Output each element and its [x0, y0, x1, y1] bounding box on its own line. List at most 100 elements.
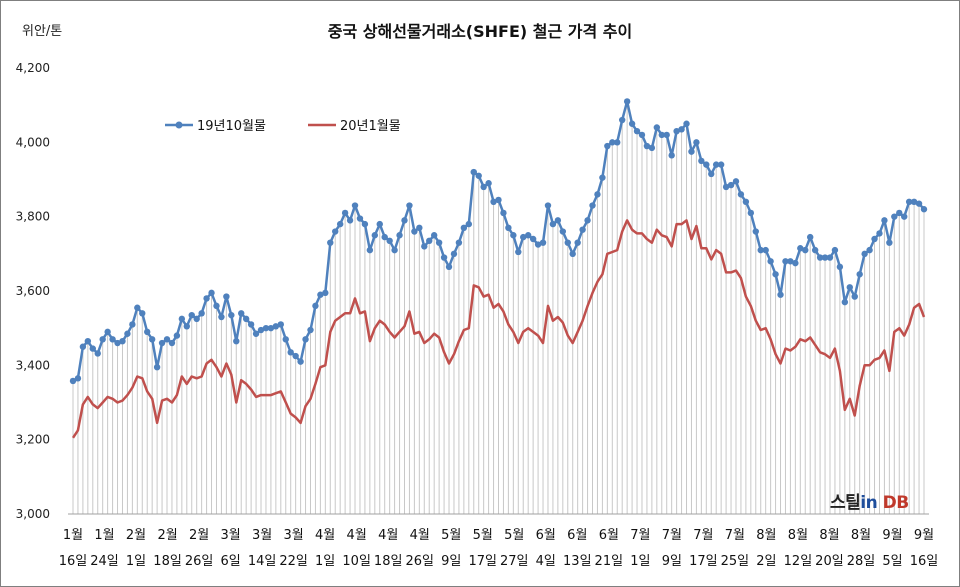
data-point — [544, 202, 552, 209]
data-point — [233, 337, 240, 345]
data-point — [426, 237, 433, 245]
data-point — [158, 339, 166, 347]
data-point — [277, 321, 285, 328]
data-point — [856, 271, 863, 278]
x-tick-day: 17일 — [689, 554, 718, 569]
data-point — [782, 258, 789, 265]
data-point — [500, 209, 507, 217]
y-tick-label: 3,600 — [16, 284, 50, 298]
x-tick-day: 18일 — [374, 554, 403, 569]
logo-part-1: 스틸 — [830, 493, 861, 513]
data-point — [317, 291, 324, 298]
x-tick-month: 7월 — [693, 528, 713, 543]
legend-label-2: 20년1월물 — [340, 119, 401, 134]
data-point — [223, 293, 230, 300]
data-point — [381, 233, 388, 241]
y-tick-label: 4,200 — [16, 61, 50, 75]
x-tick-month: 6월 — [536, 528, 556, 543]
data-point — [94, 350, 101, 357]
data-point — [114, 339, 121, 347]
data-point — [430, 232, 438, 239]
data-point — [747, 209, 755, 217]
data-point — [772, 271, 779, 278]
x-tick-day: 18일 — [153, 554, 182, 569]
x-tick-month: 6월 — [567, 528, 587, 543]
data-point — [84, 337, 92, 345]
data-point — [861, 250, 868, 258]
data-point — [376, 220, 383, 228]
data-point — [480, 183, 487, 191]
data-point — [871, 235, 878, 243]
data-point — [693, 139, 700, 146]
x-tick-day: 4일 — [536, 554, 556, 569]
data-point — [307, 326, 314, 334]
data-point — [406, 202, 413, 209]
data-point — [396, 232, 403, 239]
data-point — [604, 142, 611, 150]
logo-part-3: DB — [877, 493, 910, 513]
data-point — [673, 127, 680, 135]
data-point — [663, 131, 670, 139]
data-point — [777, 291, 784, 298]
chart-title: 중국 상해선물거래소(SHFE) 철근 가격 추이 — [327, 22, 633, 41]
data-point — [242, 315, 250, 323]
data-point — [267, 324, 275, 332]
data-point — [708, 170, 715, 178]
data-point — [638, 131, 646, 139]
data-point — [896, 209, 903, 217]
data-point — [490, 198, 497, 205]
data-point — [614, 139, 621, 146]
series-line-2 — [71, 219, 926, 439]
data-point — [361, 220, 369, 228]
x-tick-month: 6월 — [599, 528, 619, 543]
x-tick-day: 9일 — [441, 554, 461, 569]
data-point — [549, 220, 557, 228]
data-point — [109, 336, 116, 343]
data-point — [445, 263, 453, 271]
x-tick-day: 10일 — [342, 554, 371, 569]
data-point — [891, 213, 898, 220]
x-tick-month: 2월 — [126, 528, 146, 543]
legend-label-1: 19년10월물 — [197, 119, 266, 134]
data-point — [797, 245, 804, 252]
data-point — [366, 246, 374, 254]
x-tick-month: 5월 — [504, 528, 524, 543]
data-point — [658, 131, 665, 139]
data-point — [515, 248, 522, 256]
data-point — [732, 178, 740, 185]
data-point — [762, 246, 769, 254]
data-point — [302, 336, 309, 343]
data-point — [292, 352, 299, 360]
data-point — [485, 180, 492, 187]
data-point — [807, 233, 814, 241]
data-point — [564, 239, 571, 246]
data-point — [589, 202, 596, 209]
data-point — [505, 224, 512, 232]
data-point — [144, 328, 151, 336]
x-tick-day: 1일 — [315, 554, 335, 569]
data-point — [228, 311, 235, 319]
x-tick-month: 8월 — [819, 528, 839, 543]
x-tick-month: 8월 — [788, 528, 808, 543]
x-tick-day: 9일 — [662, 554, 682, 569]
data-point — [802, 246, 809, 254]
x-tick-day: 14일 — [248, 554, 277, 569]
data-point — [203, 295, 210, 302]
data-point — [129, 321, 136, 328]
data-point — [920, 206, 928, 213]
x-tick-month: 2월 — [189, 528, 209, 543]
data-point — [767, 258, 774, 265]
data-point — [668, 152, 675, 159]
data-point — [322, 289, 329, 297]
data-point — [455, 239, 463, 246]
legend-marker — [175, 121, 183, 129]
data-point — [287, 349, 294, 356]
data-point — [341, 209, 349, 217]
data-point — [831, 246, 839, 254]
data-point — [356, 215, 364, 222]
data-point — [881, 217, 888, 224]
x-tick-day: 1일 — [630, 554, 650, 569]
data-point — [153, 363, 161, 371]
data-point — [609, 139, 616, 146]
y-tick-label: 3,800 — [16, 210, 50, 224]
